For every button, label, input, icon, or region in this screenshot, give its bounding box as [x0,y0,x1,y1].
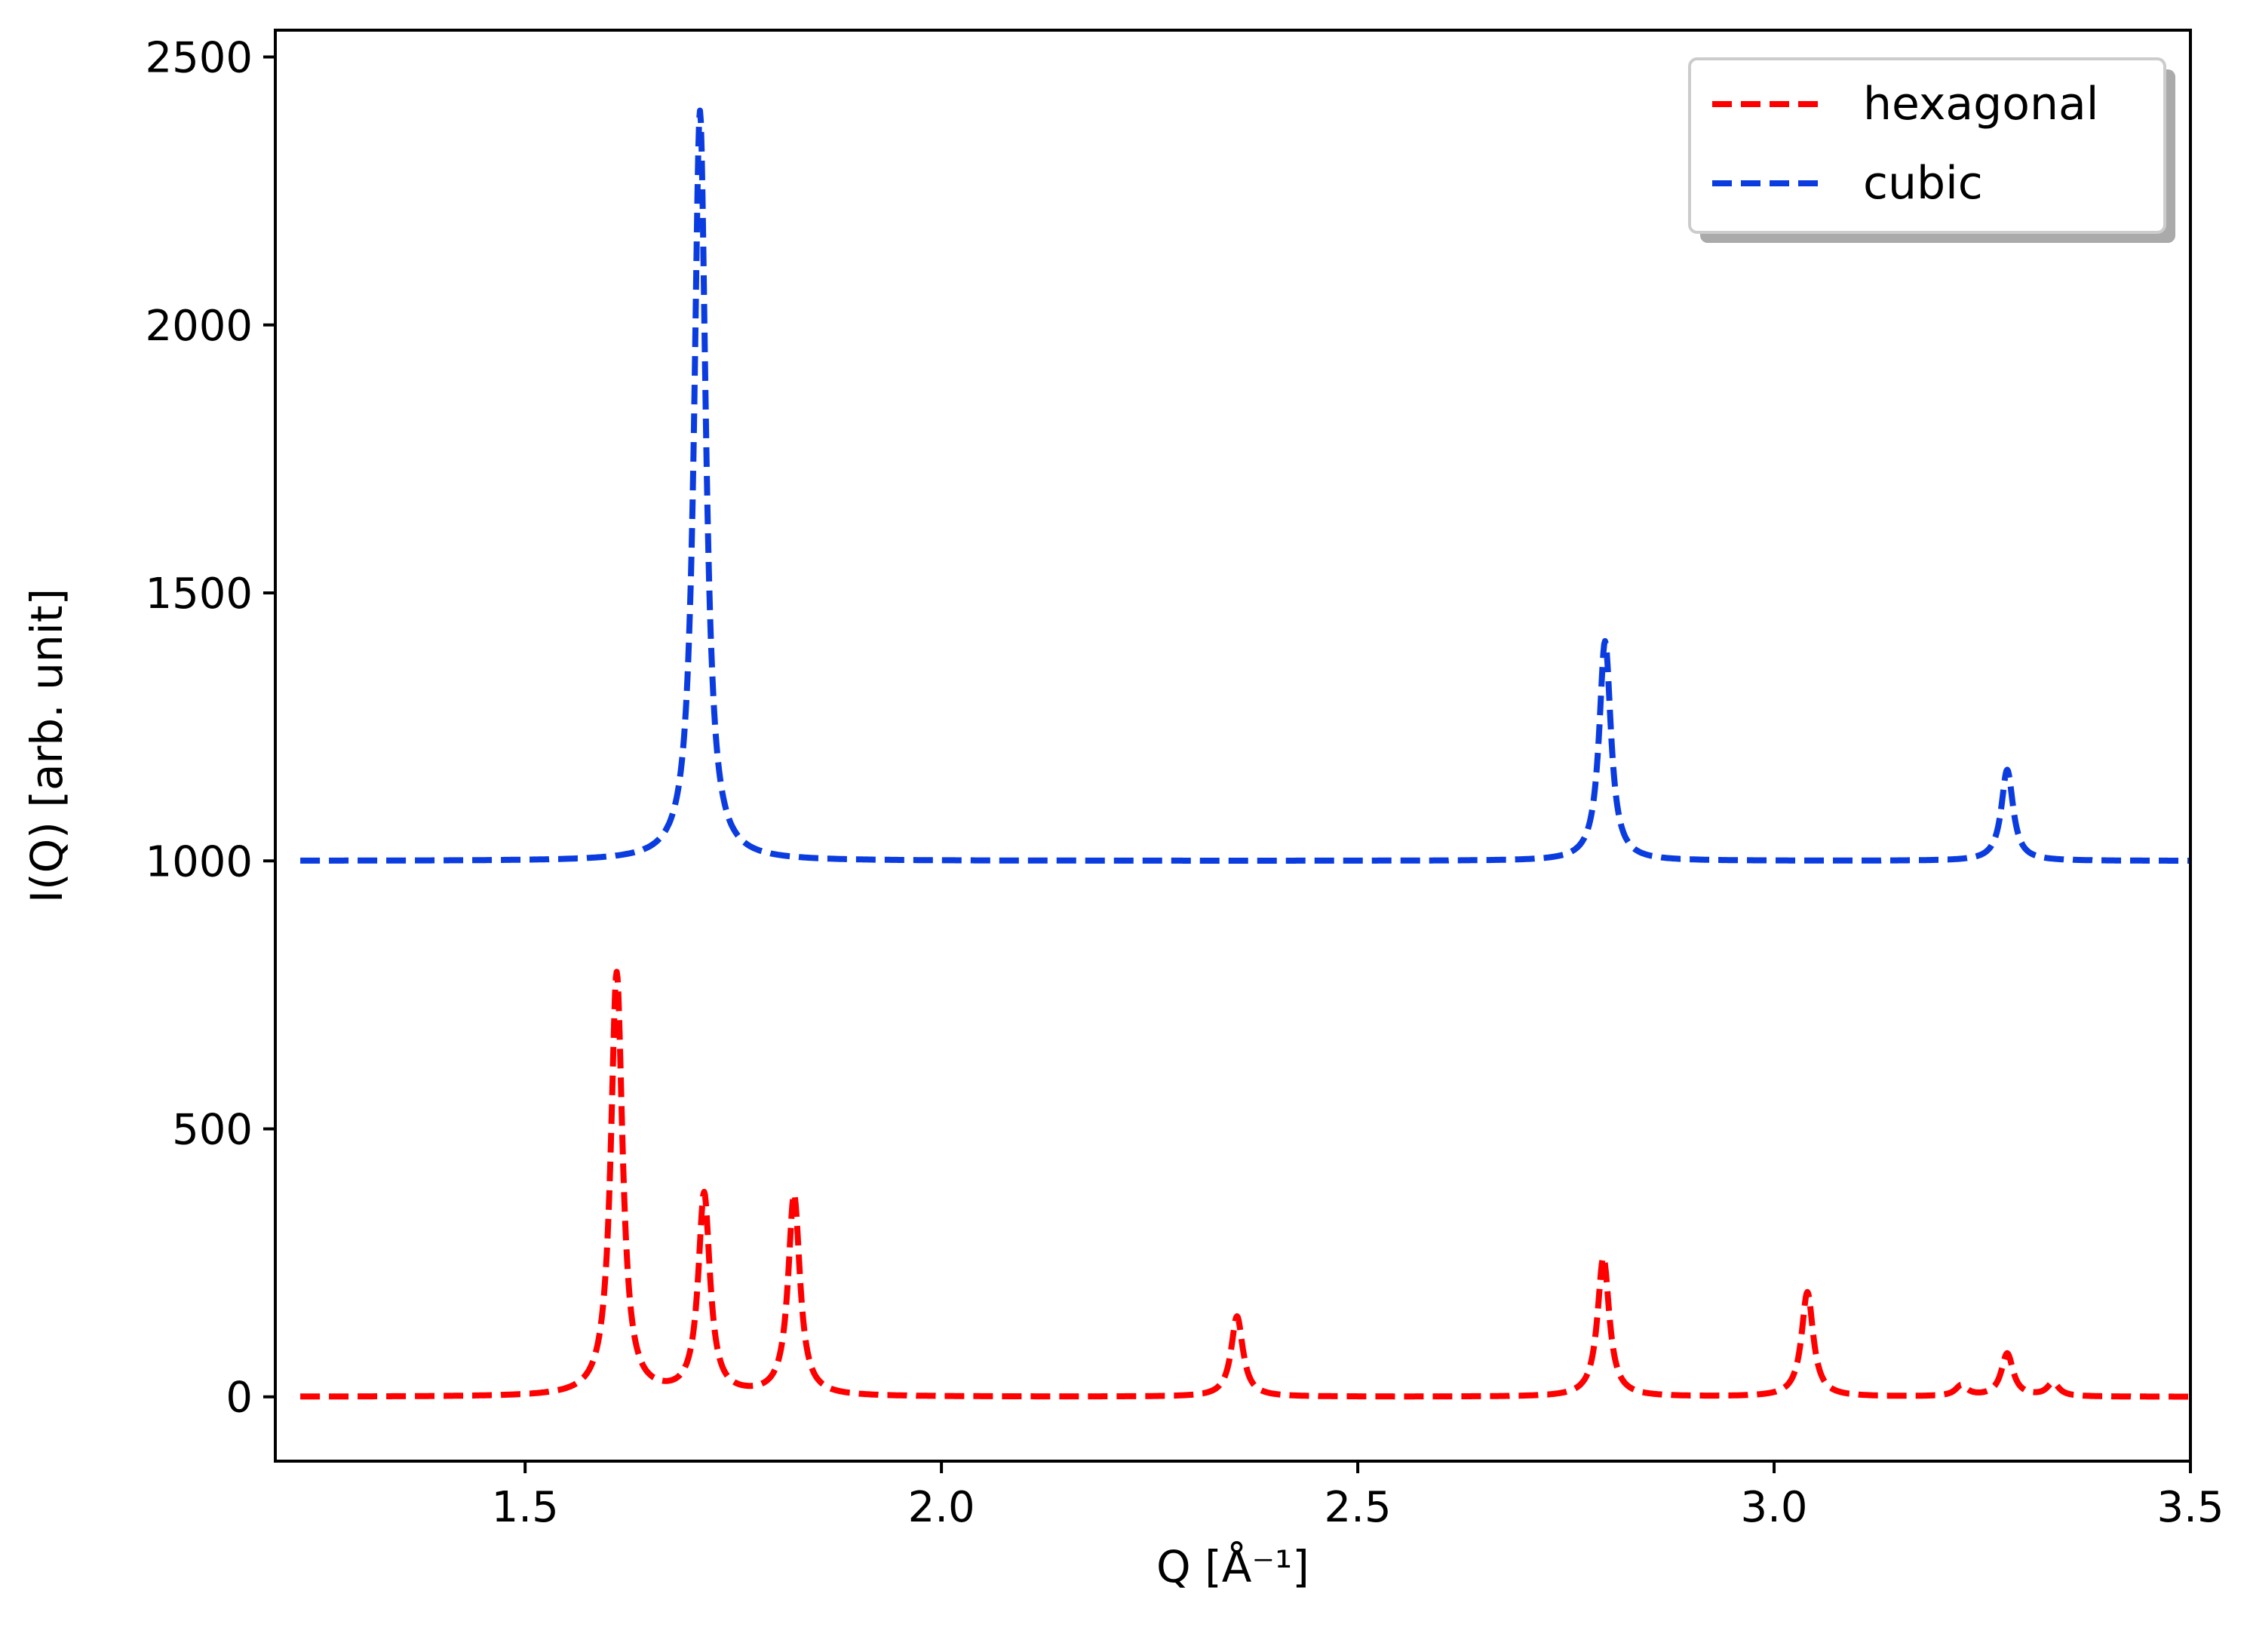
y-axis: 0 500 1000 1500 2000 2500 [145,34,275,1423]
x-tick-label: 2.5 [1325,1483,1392,1532]
y-tick-label: 2000 [145,302,253,351]
x-tick-label: 3.0 [1741,1483,1808,1532]
legend: hexagonal cubic [1688,57,2175,243]
y-tick-label: 0 [226,1374,253,1423]
y-tick-label: 2500 [145,34,253,83]
legend-label-hexagonal: hexagonal [1863,78,2098,131]
x-axis: 1.5 2.0 2.5 3.0 3.5 [492,1461,2224,1532]
x-axis-label: Q [Å⁻¹] [1156,1540,1309,1592]
plot-frame [274,29,2192,1463]
x-tick-label: 1.5 [492,1483,559,1532]
x-tick-label: 3.5 [2156,1483,2224,1532]
series-line-cubic [298,107,2193,864]
y-tick-label: 500 [172,1105,253,1154]
series-line-hexagonal [298,969,2193,1400]
y-axis-label: I(Q) [arb. unit] [21,588,72,903]
series-layer [298,107,2193,1400]
x-tick-label: 2.0 [908,1483,975,1532]
legend-label-cubic: cubic [1863,157,1983,210]
y-tick-label: 1000 [145,837,253,886]
y-tick-label: 1500 [145,570,253,619]
